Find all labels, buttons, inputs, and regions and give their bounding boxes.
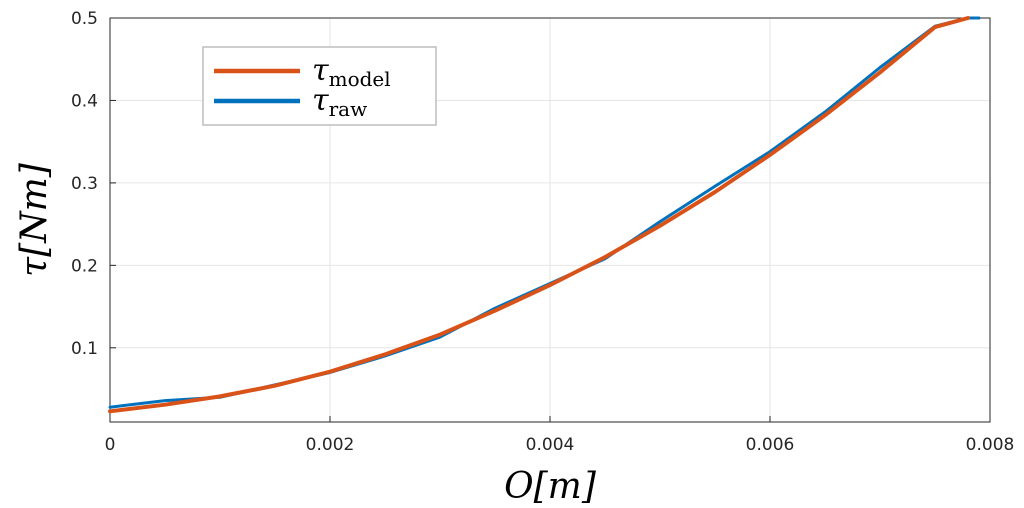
x-tick-label: 0.008 [966, 435, 1015, 455]
y-tick-label: 0.3 [71, 174, 98, 194]
y-tick-label: 0.2 [71, 256, 98, 276]
legend-label-model: τmodel [312, 53, 391, 91]
x-tick-label: 0 [105, 435, 116, 455]
x-axis-ticks: 0 0.002 0.004 0.006 0.008 [105, 416, 1015, 455]
y-tick-label: 0.4 [71, 91, 98, 111]
y-axis-label: τ[Nm] [14, 162, 55, 277]
series-lines [108, 16, 981, 414]
legend-label-raw: τraw [312, 83, 367, 121]
y-tick-label: 0.5 [71, 9, 98, 29]
x-tick-label: 0.004 [526, 435, 575, 455]
x-tick-label: 0.002 [306, 435, 355, 455]
legend-box [202, 46, 437, 126]
y-tick-label: 0.1 [71, 339, 98, 359]
y-axis-ticks: 0.1 0.2 0.3 0.4 0.5 [71, 9, 116, 359]
x-tick-label: 0.006 [746, 435, 795, 455]
x-axis-label: O[m] [504, 466, 597, 507]
series-line-model [108, 16, 970, 414]
